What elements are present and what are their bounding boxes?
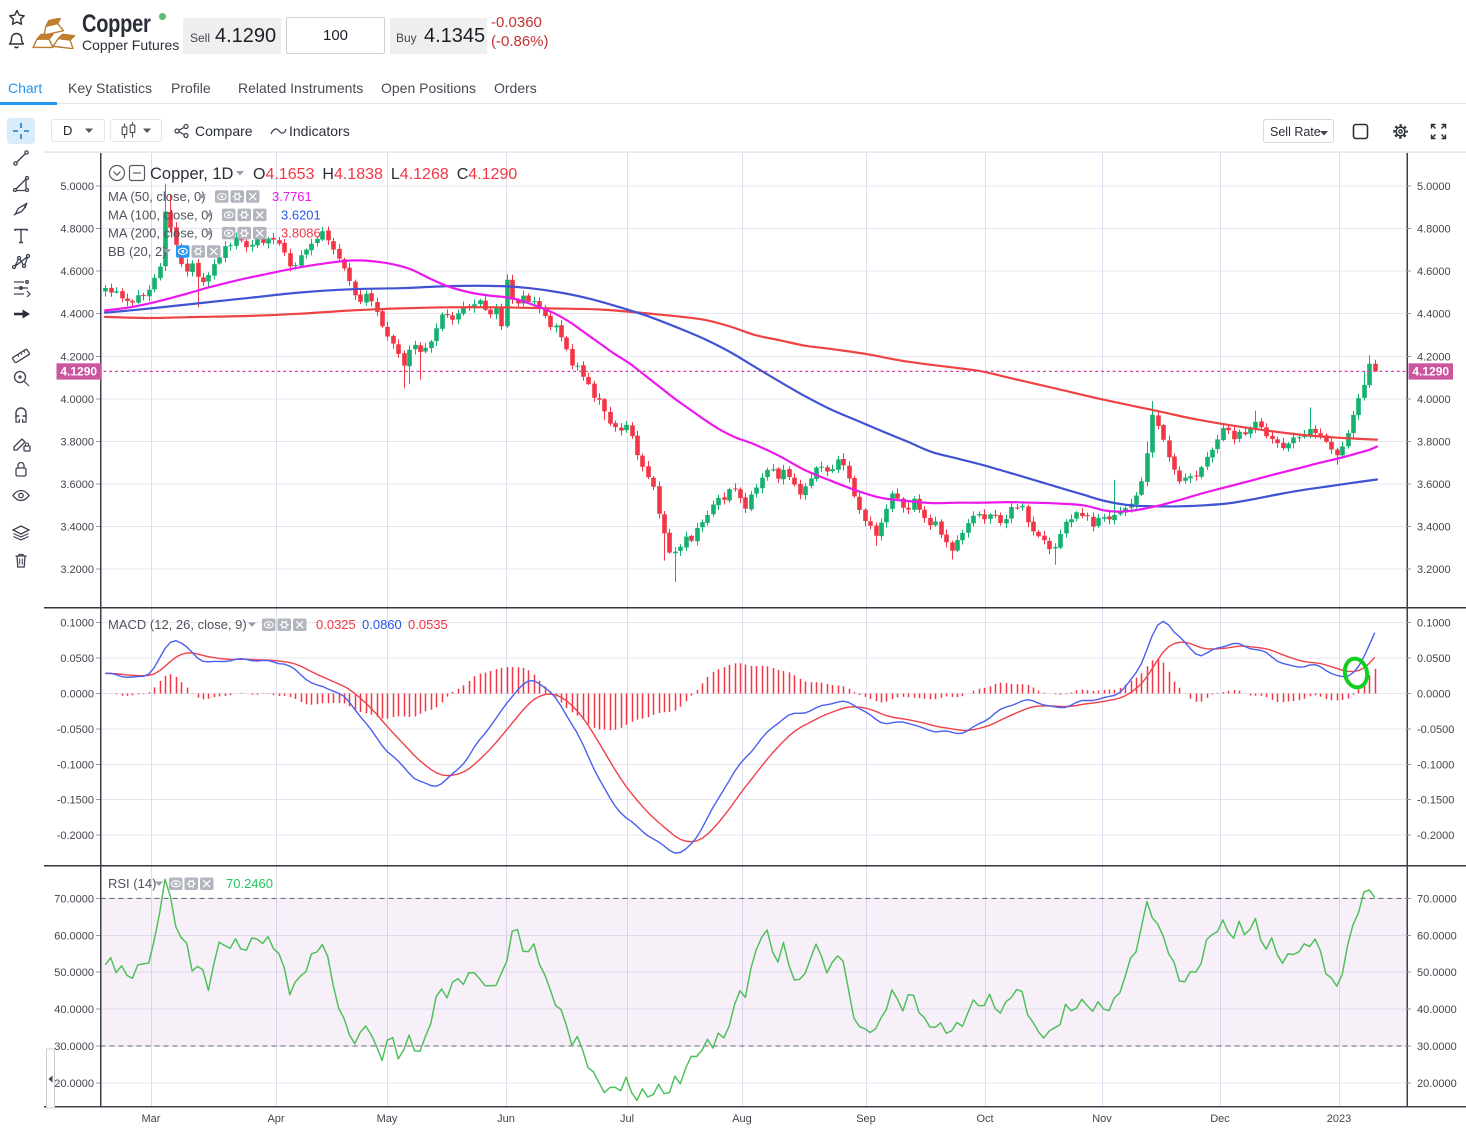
svg-text:0.0000: 0.0000 — [1417, 689, 1451, 701]
svg-text:5.0000: 5.0000 — [1417, 181, 1451, 193]
svg-text:70.0000: 70.0000 — [54, 893, 94, 905]
svg-text:4.6000: 4.6000 — [60, 266, 94, 278]
svg-text:Jul: Jul — [620, 1113, 634, 1125]
svg-text:Jun: Jun — [497, 1113, 515, 1125]
svg-text:-0.2000: -0.2000 — [57, 830, 94, 842]
svg-text:Copper, 1D: Copper, 1D — [150, 165, 234, 183]
svg-text:Dec: Dec — [1210, 1113, 1230, 1125]
svg-text:3.4000: 3.4000 — [60, 522, 94, 534]
svg-text:3.8000: 3.8000 — [60, 436, 94, 448]
svg-text:3.8086: 3.8086 — [281, 226, 321, 241]
svg-text:40.0000: 40.0000 — [1417, 1004, 1457, 1016]
svg-text:3.6201: 3.6201 — [281, 207, 321, 222]
svg-text:Nov: Nov — [1092, 1113, 1112, 1125]
svg-text:Apr: Apr — [267, 1113, 284, 1125]
svg-text:4.2000: 4.2000 — [60, 351, 94, 363]
svg-text:Mar: Mar — [142, 1113, 161, 1125]
svg-text:0.0000: 0.0000 — [60, 689, 94, 701]
svg-text:-0.1500: -0.1500 — [1417, 795, 1454, 807]
svg-text:4.6000: 4.6000 — [1417, 266, 1451, 278]
svg-text:20.0000: 20.0000 — [1417, 1078, 1457, 1090]
svg-text:May: May — [377, 1113, 398, 1125]
svg-text:3.6000: 3.6000 — [60, 479, 94, 491]
svg-text:70.0000: 70.0000 — [1417, 893, 1457, 905]
svg-text:0.1000: 0.1000 — [60, 618, 94, 630]
svg-text:-0.1500: -0.1500 — [57, 795, 94, 807]
svg-text:RSI (14): RSI (14) — [108, 876, 156, 891]
svg-text:3.2000: 3.2000 — [1417, 564, 1451, 576]
svg-text:Sep: Sep — [856, 1113, 876, 1125]
svg-text:0.1000: 0.1000 — [1417, 618, 1451, 630]
svg-text:4.1290: 4.1290 — [60, 365, 97, 379]
svg-text:3.7761: 3.7761 — [272, 189, 312, 204]
svg-text:4.8000: 4.8000 — [1417, 224, 1451, 236]
svg-text:MA (200, close, 0): MA (200, close, 0) — [108, 226, 213, 241]
svg-text:4.8000: 4.8000 — [60, 224, 94, 236]
svg-text:-0.2000: -0.2000 — [1417, 830, 1454, 842]
svg-text:4.4000: 4.4000 — [1417, 309, 1451, 321]
svg-text:0.0325: 0.0325 — [316, 617, 356, 632]
svg-text:-0.0500: -0.0500 — [57, 724, 94, 736]
svg-text:20.0000: 20.0000 — [54, 1078, 94, 1090]
svg-text:0.0500: 0.0500 — [60, 653, 94, 665]
svg-text:50.0000: 50.0000 — [1417, 967, 1457, 979]
svg-text:60.0000: 60.0000 — [54, 930, 94, 942]
svg-text:3.2000: 3.2000 — [60, 564, 94, 576]
svg-text:40.0000: 40.0000 — [54, 1004, 94, 1016]
svg-text:3.6000: 3.6000 — [1417, 479, 1451, 491]
svg-text:30.0000: 30.0000 — [1417, 1041, 1457, 1053]
svg-text:30.0000: 30.0000 — [54, 1041, 94, 1053]
svg-text:0.0500: 0.0500 — [1417, 653, 1451, 665]
svg-text:3.4000: 3.4000 — [1417, 522, 1451, 534]
svg-text:0.0535: 0.0535 — [408, 617, 448, 632]
svg-text:5.0000: 5.0000 — [60, 181, 94, 193]
svg-text:-0.1000: -0.1000 — [57, 759, 94, 771]
svg-text:-0.0500: -0.0500 — [1417, 724, 1454, 736]
svg-text:Oct: Oct — [976, 1113, 993, 1125]
svg-text:2023: 2023 — [1327, 1113, 1351, 1125]
svg-text:4.0000: 4.0000 — [1417, 394, 1451, 406]
svg-text:MA (50, close, 0): MA (50, close, 0) — [108, 189, 206, 204]
svg-text:4.4000: 4.4000 — [60, 309, 94, 321]
svg-text:MACD (12, 26, close, 9): MACD (12, 26, close, 9) — [108, 617, 247, 632]
svg-text:MA (100, close, 0): MA (100, close, 0) — [108, 207, 213, 222]
svg-text:60.0000: 60.0000 — [1417, 930, 1457, 942]
svg-text:-0.1000: -0.1000 — [1417, 759, 1454, 771]
svg-text:70.2460: 70.2460 — [226, 876, 273, 891]
svg-text:0.0860: 0.0860 — [362, 617, 402, 632]
svg-text:4.0000: 4.0000 — [60, 394, 94, 406]
svg-text:4.2000: 4.2000 — [1417, 351, 1451, 363]
svg-text:BB (20, 2): BB (20, 2) — [108, 244, 167, 259]
svg-text:50.0000: 50.0000 — [54, 967, 94, 979]
svg-text:4.1290: 4.1290 — [1412, 365, 1449, 379]
svg-text:Aug: Aug — [732, 1113, 752, 1125]
svg-text:3.8000: 3.8000 — [1417, 436, 1451, 448]
